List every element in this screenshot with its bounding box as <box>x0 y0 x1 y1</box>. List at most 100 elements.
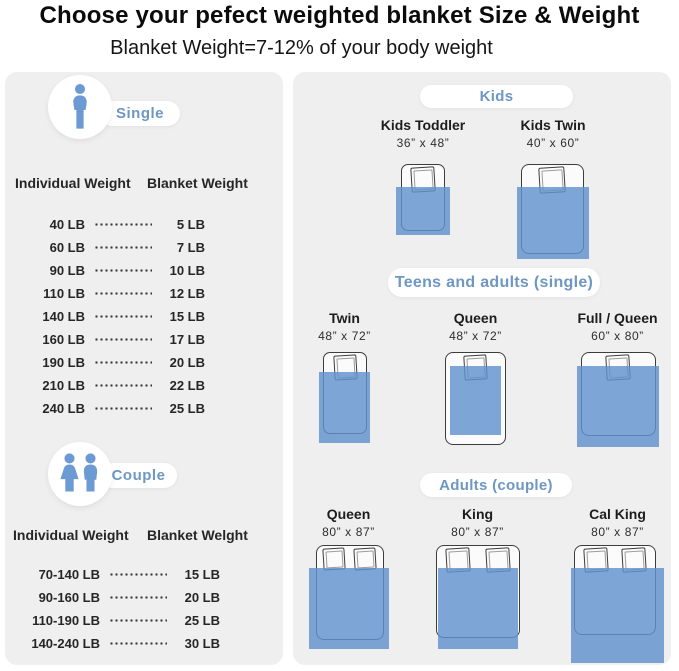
table-row: 110 LB 12 LB <box>5 282 283 305</box>
bed-illustration <box>308 545 389 649</box>
bed-card-queen-single: Queen 48” x 72” <box>418 309 533 447</box>
table-row: 210 LB 22 LB <box>5 374 283 397</box>
couple-col-header-blanket: Blanket Welght <box>147 527 248 543</box>
weighted-blanket-overlay <box>576 366 659 447</box>
blanket-weight: 25 LB <box>184 613 220 628</box>
individual-weight: 160 LB <box>42 332 85 347</box>
individual-weight: 190 LB <box>42 355 85 370</box>
single-icon-circle <box>48 75 112 139</box>
individual-weight: 60 LB <box>49 240 85 255</box>
bed-name: Full / Queen <box>577 310 658 326</box>
individual-weight: 240 LB <box>42 401 85 416</box>
bed-illustration <box>517 164 589 260</box>
individual-weight: 140-240 LB <box>31 636 100 651</box>
blanket-weight: 20 LB <box>184 590 220 605</box>
bed-size: 48” x 72” <box>449 329 502 343</box>
weight-table-panel: Single Individual Weight Blanket Weight … <box>5 72 283 665</box>
dotted-leader <box>94 246 152 249</box>
blanket-weight: 30 LB <box>184 636 220 651</box>
weighted-blanket-overlay <box>319 372 370 443</box>
bed-name: King <box>461 506 494 522</box>
blanket-weight: 20 LB <box>169 355 205 370</box>
bed-card-kids-toddler: Kids Toddler 36” x 48” <box>363 116 483 236</box>
bed-illustration <box>571 545 664 663</box>
table-row: 140 LB 15 LB <box>5 305 283 328</box>
bed-name: Cal King <box>589 506 646 522</box>
kids-section-pill: Kids <box>420 85 573 108</box>
dotted-leader <box>94 292 152 295</box>
bed-illustration <box>445 352 506 447</box>
table-row: 160 LB 17 LB <box>5 328 283 351</box>
couple-col-header-individual: Individual Weight <box>13 527 129 543</box>
bed-name: Queen <box>453 310 498 326</box>
table-row: 70-140 LB 15 LB <box>5 563 283 586</box>
blanket-weight: 12 LB <box>169 286 205 301</box>
weighted-blanket-overlay <box>517 187 589 259</box>
blanket-weight: 22 LB <box>169 378 205 393</box>
blanket-weight: 10 LB <box>169 263 205 278</box>
bed-name: Kids Twin <box>520 117 586 133</box>
bed-size: 60” x 80” <box>591 329 644 343</box>
dotted-leader <box>94 315 152 318</box>
blanket-weight: 15 LB <box>169 309 205 324</box>
adults-section-pill: Adults (couple) <box>420 473 572 497</box>
individual-weight: 110 LB <box>43 286 85 301</box>
bed-size: 80” x 87” <box>591 525 644 539</box>
individual-weight: 110-190 LB <box>32 613 100 628</box>
table-row: 90 LB 10 LB <box>5 259 283 282</box>
single-weight-table: 40 LB 5 LB 60 LB 7 LB 90 LB 10 LB 110 LB 12 … <box>5 213 283 420</box>
weighted-blanket-overlay <box>308 568 389 649</box>
blanket-weight: 15 LB <box>184 567 220 582</box>
couple-label-pill: Couple <box>100 463 177 488</box>
single-label-pill: Single <box>100 101 180 126</box>
bed-size: 80” x 87” <box>322 525 375 539</box>
blanket-weight: 7 LB <box>176 240 205 255</box>
bed-illustration <box>576 352 659 447</box>
dotted-leader <box>94 269 152 272</box>
table-row: 110-190 LB 25 LB <box>5 609 283 632</box>
single-col-header-blanket: Blanket Weight <box>147 175 248 191</box>
blanket-weight: 17 LB <box>169 332 205 347</box>
dotted-leader <box>94 361 152 364</box>
bed-size: 36” x 48” <box>396 136 450 150</box>
blanket-weight: 5 LB <box>176 217 205 232</box>
bed-illustration <box>435 545 520 649</box>
dotted-leader <box>109 573 167 576</box>
weighted-blanket-overlay <box>396 187 450 235</box>
table-row: 240 LB 25 LB <box>5 397 283 420</box>
individual-weight: 40 LB <box>49 217 85 232</box>
dotted-leader <box>94 223 152 226</box>
teens-section-pill: Teens and adults (single) <box>388 268 600 297</box>
single-label: Single <box>115 105 164 122</box>
couple-icon <box>60 453 98 492</box>
individual-weight: 70-140 LB <box>38 567 100 582</box>
page-title: Choose your pefect weighted blanket Size… <box>39 2 640 29</box>
individual-weight: 90-160 LB <box>38 590 100 605</box>
couple-icon-circle <box>48 442 112 506</box>
dotted-leader <box>94 338 152 341</box>
bed-card-full-queen: Full / Queen 60” x 80” <box>560 309 675 447</box>
dotted-leader <box>109 642 167 645</box>
single-col-header-individual: Individual Weight <box>15 175 131 191</box>
weighted-blanket-overlay <box>437 568 518 649</box>
bed-card-cal-king: Cal King 80” x 87” <box>560 505 675 663</box>
table-row: 190 LB 20 LB <box>5 351 283 374</box>
table-row: 140-240 LB 30 LB <box>5 632 283 655</box>
bed-illustration <box>319 352 370 443</box>
dotted-leader <box>109 619 167 622</box>
blanket-weight: 25 LB <box>169 401 205 416</box>
dotted-leader <box>109 596 167 599</box>
couple-badge: Couple <box>48 442 188 510</box>
individual-weight: 140 LB <box>42 309 85 324</box>
single-person-icon <box>73 84 87 129</box>
bed-size: 80” x 87” <box>451 525 504 539</box>
bed-size: 40” x 60” <box>526 136 580 150</box>
bed-name: Twin <box>329 310 360 326</box>
page-header: Choose your pefect weighted blanket Size… <box>0 0 679 60</box>
weighted-blanket-overlay <box>450 366 501 435</box>
table-row: 90-160 LB 20 LB <box>5 586 283 609</box>
bed-card-twin: Twin 48” x 72” <box>287 309 402 443</box>
bed-illustration <box>396 164 450 236</box>
bed-name: Queen <box>326 506 371 522</box>
couple-label: Couple <box>111 467 166 484</box>
